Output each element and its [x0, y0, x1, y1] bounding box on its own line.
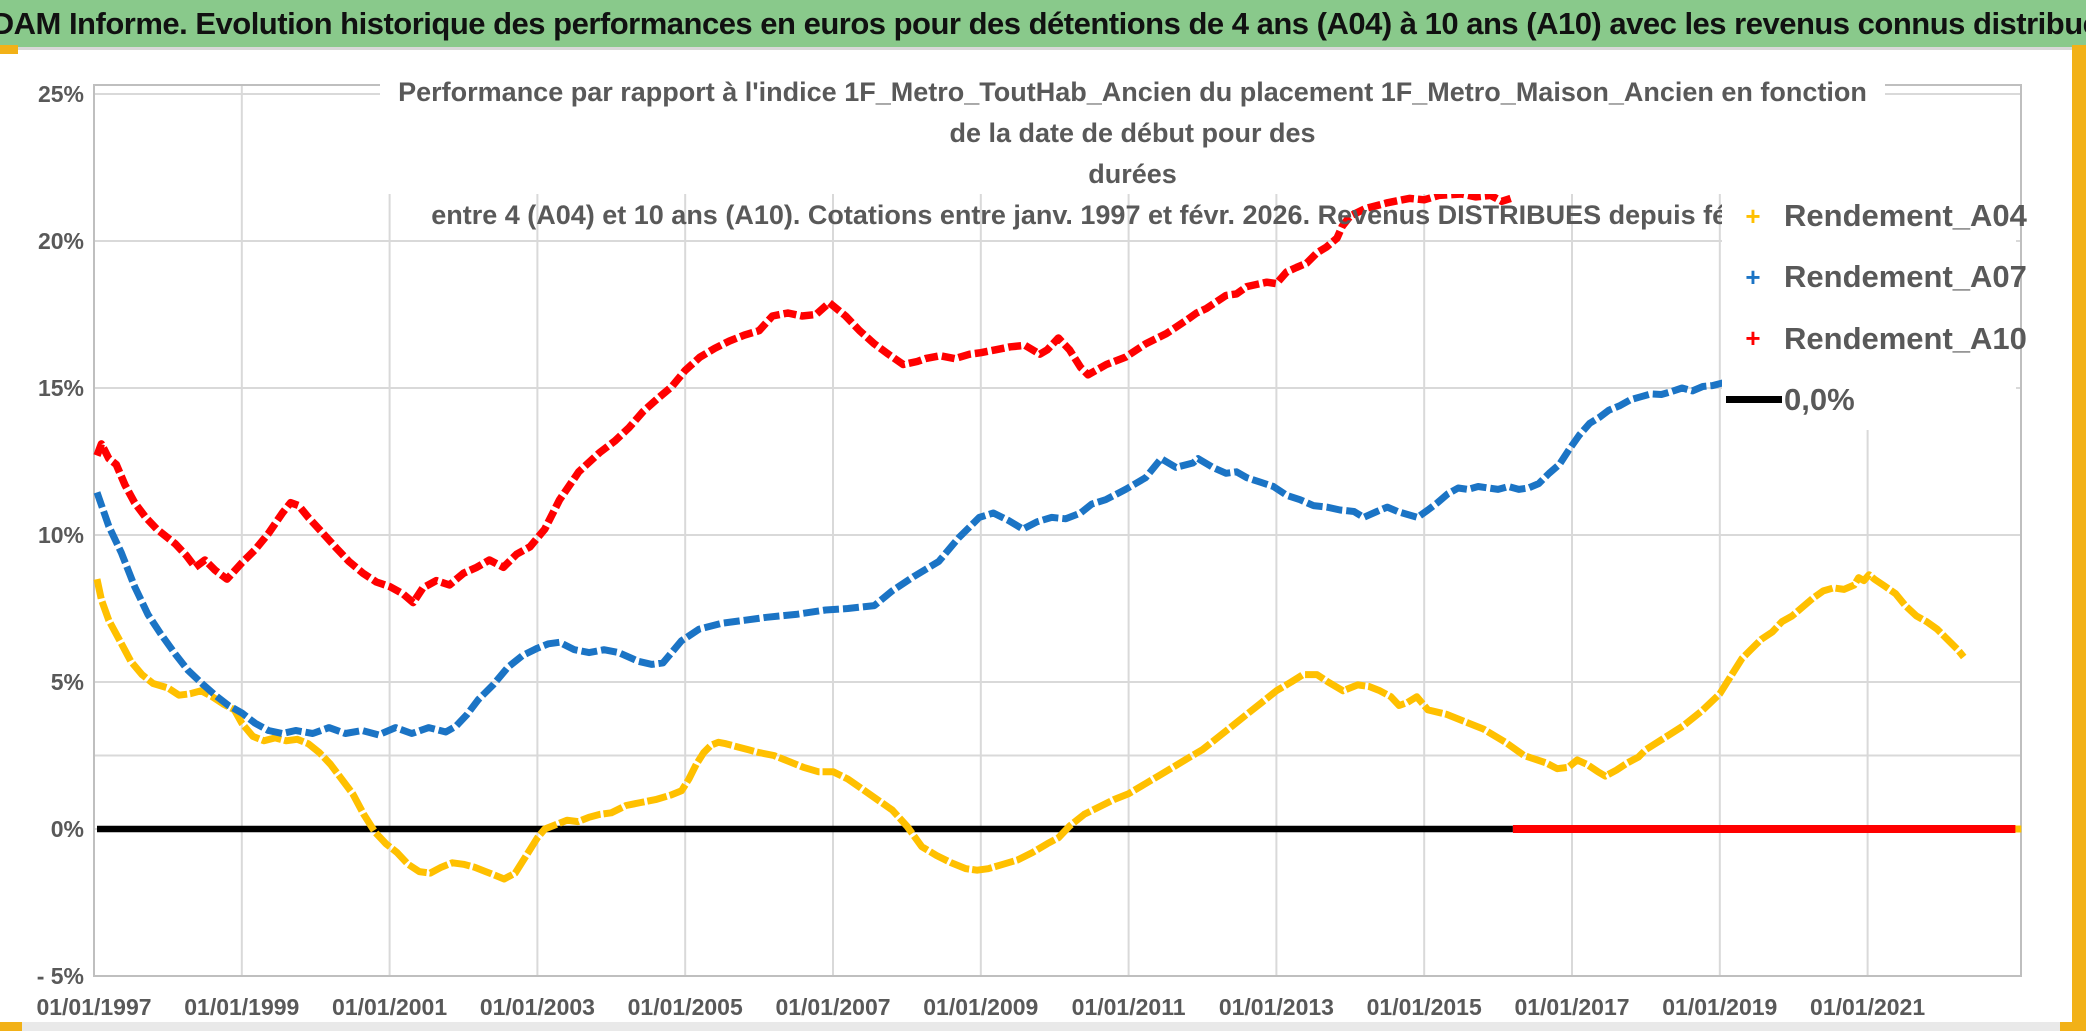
- header-banner: ADAM Informe. Evolution historique des p…: [0, 0, 2086, 47]
- x-tick-label: 01/01/1997: [36, 994, 151, 1020]
- series-rendement_a10[interactable]: [93, 190, 1512, 607]
- chart-title-line-1: Performance par rapport à l'indice 1F_Me…: [398, 77, 1867, 148]
- x-tick-label: 01/01/1999: [184, 994, 299, 1020]
- x-tick-label: 01/01/2003: [480, 994, 595, 1020]
- gold-accent-top-left: [0, 45, 18, 54]
- x-tick-label: 01/01/2021: [1810, 994, 1925, 1020]
- y-tick-label: 25%: [38, 81, 84, 107]
- x-tick-label: 01/01/2005: [628, 994, 743, 1020]
- gold-accent-bottom-right: [2060, 1022, 2086, 1031]
- gold-accent-bottom-left: [0, 1022, 22, 1031]
- bottom-strip: [0, 1022, 2086, 1031]
- plus-marker-icon: +: [1745, 200, 1761, 231]
- black-line-swatch-icon: [1726, 396, 1782, 404]
- plus-marker-icon: +: [1745, 323, 1761, 354]
- legend-label: 0,0%: [1784, 381, 1855, 417]
- plus-marker-icon: +: [1745, 261, 1761, 292]
- y-tick-label: 20%: [38, 228, 84, 254]
- legend-item-rendement-a10[interactable]: + Rendement_A10: [1722, 311, 2027, 367]
- x-tick-label: 01/01/2007: [775, 994, 890, 1020]
- legend-item-rendement-a04[interactable]: + Rendement_A04: [1722, 188, 2027, 244]
- gold-accent-right-strip: [2072, 45, 2086, 1031]
- y-tick-label: - 5%: [37, 963, 84, 989]
- chart-legend: + Rendement_A04 + Rendement_A07 + Rendem…: [1722, 186, 2027, 430]
- x-tick-label: 01/01/2017: [1514, 994, 1629, 1020]
- header-title: ADAM Informe. Evolution historique des p…: [0, 5, 2086, 41]
- x-tick-label: 01/01/2011: [1072, 994, 1186, 1020]
- x-tick-label: 01/01/2001: [332, 994, 447, 1020]
- legend-label: Rendement_A04: [1784, 198, 2027, 233]
- series-rendement_a07[interactable]: [93, 378, 1733, 739]
- x-tick-label: 01/01/2009: [923, 994, 1038, 1020]
- y-tick-label: 0%: [51, 816, 84, 842]
- y-tick-label: 15%: [38, 375, 84, 401]
- legend-item-rendement-a07[interactable]: + Rendement_A07: [1722, 249, 2027, 305]
- x-tick-label: 01/01/2015: [1367, 994, 1482, 1020]
- legend-label: Rendement_A07: [1784, 259, 2027, 295]
- legend-label: Rendement_A10: [1784, 320, 2027, 356]
- legend-item-zero-line[interactable]: 0,0%: [1722, 372, 2016, 428]
- header-underline: [0, 47, 2086, 50]
- y-tick-label: 10%: [38, 522, 84, 548]
- series-rendement_a04[interactable]: [93, 571, 1967, 883]
- y-tick-label: 5%: [51, 669, 84, 695]
- x-tick-label: 01/01/2013: [1219, 994, 1334, 1020]
- chart-title-line-2: durées: [1088, 159, 1177, 189]
- chart-title: Performance par rapport à l'indice 1F_Me…: [380, 72, 1885, 230]
- chart-title-line-3: entre 4 (A04) et 10 ans (A10). Cotations…: [431, 200, 1834, 230]
- x-tick-label: 01/01/2019: [1662, 994, 1777, 1020]
